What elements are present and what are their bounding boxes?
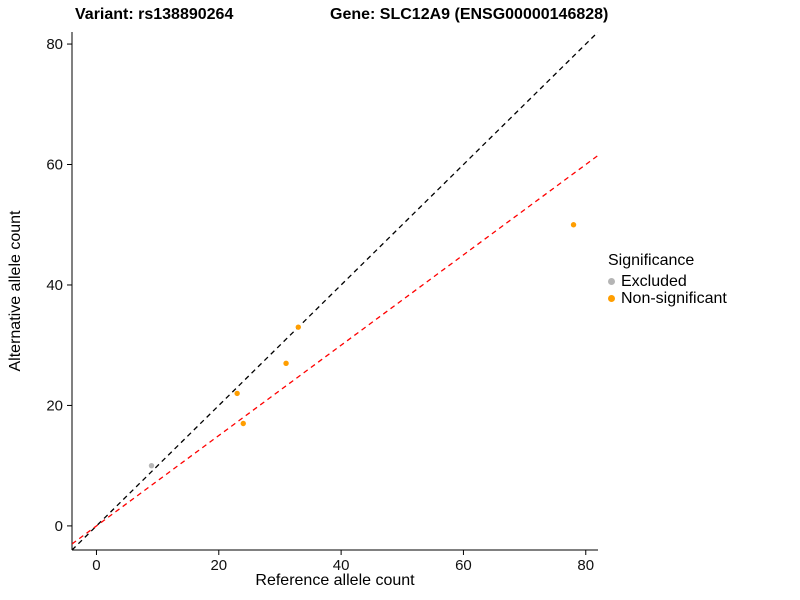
data-point-non-significant xyxy=(570,222,577,228)
x-tick-label: 60 xyxy=(455,557,472,574)
non-significant-point-icon xyxy=(608,295,615,302)
y-tick-label: 0 xyxy=(55,518,63,535)
data-point-non-significant xyxy=(283,360,289,366)
x-axis-label: Reference allele count xyxy=(255,572,415,589)
y-tick-label: 40 xyxy=(46,277,63,294)
x-tick-label: 0 xyxy=(92,557,100,574)
legend-label-non-significant: Non-significant xyxy=(621,290,727,307)
x-tick-label: 80 xyxy=(577,557,594,574)
legend-entry-excluded: Excluded xyxy=(608,273,727,290)
x-tick-label: 20 xyxy=(210,557,227,574)
data-point-non-significant xyxy=(295,324,302,330)
y-tick-label: 80 xyxy=(46,36,63,53)
excluded-point-icon xyxy=(608,278,615,285)
gene-title: Gene: SLC12A9 (ENSG00000146828) xyxy=(330,6,609,23)
legend: Significance Excluded Non-significant xyxy=(608,252,727,307)
variant-title: Variant: rs138890264 xyxy=(75,6,234,23)
legend-label-excluded: Excluded xyxy=(621,273,687,290)
legend-entry-non-significant: Non-significant xyxy=(608,290,727,307)
data-point-non-significant xyxy=(240,420,246,427)
y-tick-label: 60 xyxy=(46,157,63,174)
legend-title: Significance xyxy=(608,252,695,269)
identity-line xyxy=(72,32,598,550)
data-point-excluded xyxy=(148,462,155,469)
y-tick-label: 20 xyxy=(46,397,63,414)
data-point-non-significant xyxy=(234,390,240,397)
x-tick-label: 40 xyxy=(333,557,350,574)
expected-ratio-line xyxy=(72,154,598,545)
